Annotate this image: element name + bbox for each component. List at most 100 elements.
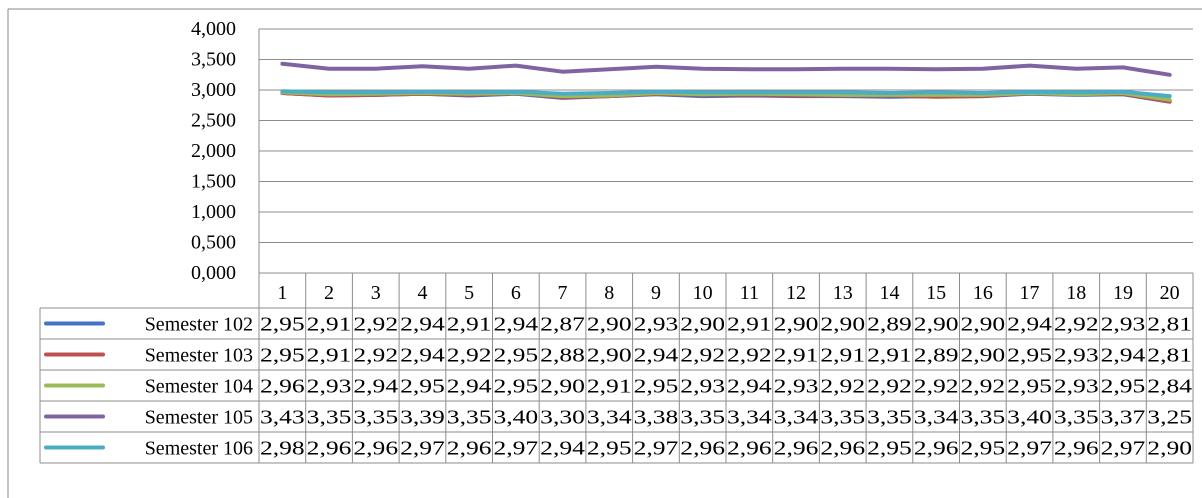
x-category-label: 1 xyxy=(277,282,287,304)
data-cell: 2,94 xyxy=(727,376,772,398)
data-cell: 2,96 xyxy=(774,438,819,460)
x-category-label: 16 xyxy=(973,282,993,304)
data-cell: 2,95 xyxy=(867,438,912,460)
data-cell: 3,37 xyxy=(1101,407,1146,429)
data-cell: 2,94 xyxy=(1007,314,1052,336)
data-cell: 2,95 xyxy=(587,438,632,460)
data-cell: 2,91 xyxy=(587,376,632,398)
data-cell: 3,34 xyxy=(774,407,819,429)
x-category-label: 8 xyxy=(604,282,614,304)
data-cell: 2,96 xyxy=(307,438,352,460)
data-cell: 2,92 xyxy=(1054,314,1099,336)
data-cell: 2,92 xyxy=(680,345,725,367)
data-cell: 2,95 xyxy=(494,376,539,398)
x-category-label: 12 xyxy=(786,282,806,304)
data-cell: 2,94 xyxy=(1101,345,1146,367)
data-cell: 2,95 xyxy=(260,345,305,367)
data-cell: 2,90 xyxy=(961,314,1006,336)
data-cell: 2,91 xyxy=(820,345,865,367)
x-category-label: 4 xyxy=(417,282,427,304)
data-cell: 2,96 xyxy=(260,376,305,398)
y-tick-label: 0,500 xyxy=(191,232,236,254)
x-category-label: 19 xyxy=(1113,282,1133,304)
data-cell: 2,92 xyxy=(727,345,772,367)
data-cell: 3,43 xyxy=(260,407,305,429)
x-category-label: 10 xyxy=(693,282,713,304)
data-cell: 3,35 xyxy=(307,407,352,429)
legend-label: Semester 103 xyxy=(145,345,253,367)
data-cell: 3,35 xyxy=(680,407,725,429)
y-tick-label: 3,500 xyxy=(191,49,236,71)
data-cell: 2,92 xyxy=(961,376,1006,398)
data-cell: 2,90 xyxy=(820,314,865,336)
y-tick-label: 3,000 xyxy=(191,79,236,101)
data-cell: 2,95 xyxy=(494,345,539,367)
data-cell: 2,95 xyxy=(260,314,305,336)
data-cell: 3,38 xyxy=(634,407,679,429)
data-cell: 2,95 xyxy=(1101,376,1146,398)
data-cell: 2,97 xyxy=(400,438,445,460)
legend-label: Semester 105 xyxy=(145,407,253,429)
data-cell: 2,94 xyxy=(540,438,585,460)
x-category-label: 11 xyxy=(740,282,759,304)
legend-label: Semester 102 xyxy=(145,314,253,336)
data-cell: 2,81 xyxy=(1147,345,1192,367)
data-cell: 3,25 xyxy=(1147,407,1192,429)
data-cell: 2,93 xyxy=(680,376,725,398)
data-cell: 2,91 xyxy=(307,314,352,336)
legend-label: Semester 104 xyxy=(145,376,253,398)
data-cell: 3,34 xyxy=(914,407,959,429)
x-category-label: 20 xyxy=(1160,282,1180,304)
data-cell: 2,91 xyxy=(774,345,819,367)
data-cell: 2,88 xyxy=(540,345,585,367)
y-tick-label: 1,000 xyxy=(191,201,236,223)
data-cell: 2,92 xyxy=(447,345,492,367)
data-cell: 2,89 xyxy=(914,345,959,367)
data-cell: 3,30 xyxy=(540,407,585,429)
data-cell: 3,35 xyxy=(1054,407,1099,429)
x-category-label: 18 xyxy=(1066,282,1086,304)
data-cell: 2,97 xyxy=(634,438,679,460)
data-cell: 2,93 xyxy=(1101,314,1146,336)
data-cell: 2,96 xyxy=(353,438,398,460)
data-cell: 2,91 xyxy=(727,314,772,336)
y-tick-label: 2,500 xyxy=(191,110,236,132)
data-cell: 2,91 xyxy=(307,345,352,367)
data-cell: 2,90 xyxy=(914,314,959,336)
data-cell: 2,93 xyxy=(774,376,819,398)
y-tick-label: 2,000 xyxy=(191,140,236,162)
data-cell: 2,97 xyxy=(494,438,539,460)
data-cell: 2,92 xyxy=(914,376,959,398)
data-cell: 2,96 xyxy=(447,438,492,460)
legend-label: Semester 106 xyxy=(145,438,253,460)
data-cell: 2,96 xyxy=(727,438,772,460)
data-cell: 2,95 xyxy=(400,376,445,398)
data-cell: 3,35 xyxy=(961,407,1006,429)
data-cell: 2,87 xyxy=(540,314,585,336)
data-cell: 2,96 xyxy=(680,438,725,460)
x-category-label: 14 xyxy=(879,282,899,304)
data-cell: 2,94 xyxy=(447,376,492,398)
data-cell: 2,92 xyxy=(867,376,912,398)
x-category-label: 6 xyxy=(511,282,521,304)
data-cell: 2,94 xyxy=(634,345,679,367)
data-cell: 2,90 xyxy=(680,314,725,336)
x-category-label: 9 xyxy=(651,282,661,304)
data-cell: 2,95 xyxy=(961,438,1006,460)
data-cell: 2,90 xyxy=(587,345,632,367)
data-cell: 2,91 xyxy=(867,345,912,367)
data-cell: 2,90 xyxy=(1147,438,1192,460)
data-cell: 2,95 xyxy=(1007,376,1052,398)
data-cell: 2,84 xyxy=(1147,376,1192,398)
data-cell: 2,95 xyxy=(634,376,679,398)
data-cell: 2,90 xyxy=(540,376,585,398)
y-tick-label: 0,000 xyxy=(191,262,236,284)
data-cell: 2,96 xyxy=(820,438,865,460)
data-cell: 3,34 xyxy=(727,407,772,429)
data-cell: 3,35 xyxy=(867,407,912,429)
x-category-label: 5 xyxy=(464,282,474,304)
data-cell: 2,94 xyxy=(494,314,539,336)
data-cell: 2,97 xyxy=(1101,438,1146,460)
data-cell: 2,94 xyxy=(400,345,445,367)
